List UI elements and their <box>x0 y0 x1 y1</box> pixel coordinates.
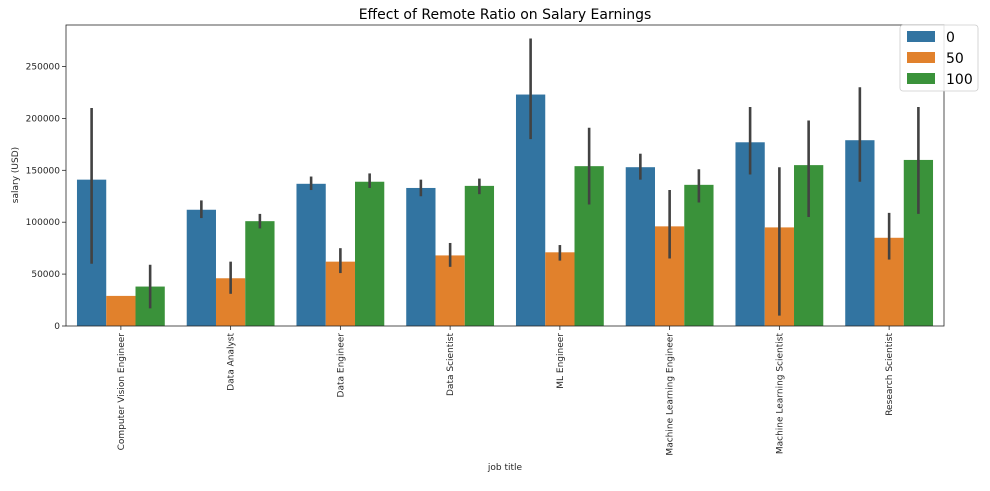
x-tick-label: Data Engineer <box>336 333 346 398</box>
y-tick-label: 100000 <box>26 218 61 228</box>
legend-swatch <box>907 73 935 84</box>
y-axis-label: salary (USD) <box>11 147 21 203</box>
x-axis-label: job title <box>487 463 523 473</box>
axes-frame <box>65 24 945 327</box>
y-tick-label: 250000 <box>26 63 61 73</box>
legend: 0 50 100 <box>899 24 979 92</box>
bar <box>355 181 385 326</box>
y-tick-label: 50000 <box>31 270 60 280</box>
legend-swatch <box>907 31 935 42</box>
chart-title: Effect of Remote Ratio on Salary Earning… <box>359 7 652 23</box>
legend-swatch <box>907 52 935 63</box>
bar <box>106 295 136 326</box>
y-tick-label: 200000 <box>26 114 61 124</box>
legend-label: 0 <box>946 30 955 46</box>
x-tick-label: Machine Learning Scientist <box>775 333 785 455</box>
bar <box>245 221 275 326</box>
legend-label: 50 <box>946 51 964 67</box>
bar <box>435 255 465 326</box>
x-tick-label: Data Scientist <box>446 333 456 396</box>
bar <box>296 183 326 326</box>
y-tick-label: 0 <box>54 322 60 332</box>
x-tick-label: Data Analyst <box>227 333 237 391</box>
bar <box>684 184 714 326</box>
plot-area: 0 50000 100000 150000 200000 250000 Computer V… <box>26 24 945 456</box>
bar <box>406 187 436 326</box>
bar <box>545 252 575 326</box>
x-tick-label: Machine Learning Engineer <box>666 333 676 456</box>
bar <box>186 209 216 326</box>
bar <box>625 167 655 326</box>
y-tick-label: 150000 <box>26 166 61 176</box>
bar <box>464 185 495 326</box>
x-tick-label: Research Scientist <box>885 333 895 416</box>
x-tick-label: Computer Vision Engineer <box>117 333 127 451</box>
x-tick-label: ML Engineer <box>556 333 566 389</box>
legend-label: 100 <box>946 72 973 88</box>
